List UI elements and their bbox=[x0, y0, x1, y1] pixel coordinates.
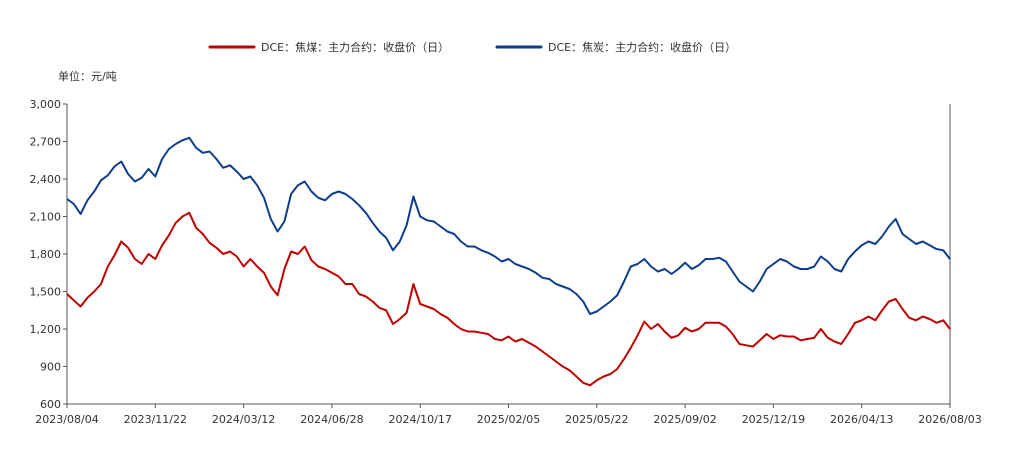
x-tick-label: 2024/10/17 bbox=[388, 413, 451, 426]
y-tick-label: 900 bbox=[40, 361, 61, 374]
y-tick-label: 1,200 bbox=[30, 323, 62, 336]
y-tick-label: 2,100 bbox=[30, 211, 62, 224]
x-tick-label: 2025/09/02 bbox=[653, 413, 716, 426]
series-line-1 bbox=[66, 211, 951, 387]
y-tick-label: 2,400 bbox=[30, 173, 62, 186]
series-line-2 bbox=[66, 136, 951, 315]
x-tick-label: 2025/05/22 bbox=[565, 413, 628, 426]
legend-item-1: DCE：焦煤：主力合约：收盘价（日） bbox=[208, 40, 449, 54]
legend-label: DCE：焦炭：主力合约：收盘价（日） bbox=[548, 40, 736, 54]
y-tick-label: 1,500 bbox=[30, 286, 62, 299]
x-tick-label: 2023/11/22 bbox=[124, 413, 187, 426]
y-tick-label: 3,000 bbox=[30, 98, 62, 111]
x-tick-label: 2025/12/19 bbox=[742, 413, 805, 426]
y-tick-label: 1,800 bbox=[30, 248, 62, 261]
x-tick-label: 2026/04/13 bbox=[830, 413, 893, 426]
x-tick-label: 2024/03/12 bbox=[212, 413, 275, 426]
y-tick-label: 600 bbox=[40, 398, 61, 411]
x-tick-label: 2023/08/04 bbox=[35, 413, 98, 426]
x-tick-label: 2026/08/03 bbox=[918, 413, 981, 426]
unit-label: 单位：元/吨 bbox=[58, 69, 117, 83]
series-layer bbox=[66, 136, 951, 387]
legend-item-2: DCE：焦炭：主力合约：收盘价（日） bbox=[495, 40, 736, 54]
x-tick-label: 2024/06/28 bbox=[300, 413, 363, 426]
x-tick-label: 2025/02/05 bbox=[477, 413, 540, 426]
y-tick-label: 2,700 bbox=[30, 136, 62, 149]
y-axis: 600 900 1,200 1,500 1,800 2,100 2,400 2,700 3,00… bbox=[30, 98, 951, 411]
legend-label: DCE：焦煤：主力合约：收盘价（日） bbox=[261, 40, 449, 54]
legend: DCE：焦煤：主力合约：收盘价（日） DCE：焦炭：主力合约：收盘价（日） bbox=[208, 40, 736, 54]
x-axis: 2023/08/04 2023/11/22 2024/03/12 2024/06/28… bbox=[35, 403, 982, 426]
